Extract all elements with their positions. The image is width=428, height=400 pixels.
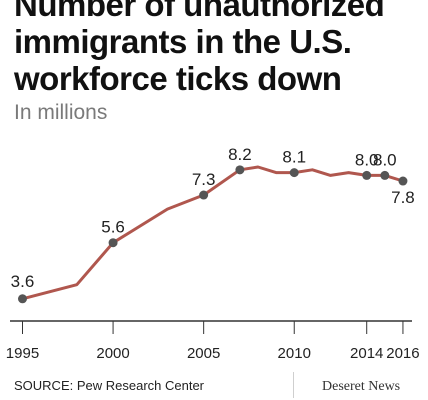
x-tick-label: 2005 — [187, 345, 220, 362]
data-point — [17, 294, 27, 304]
series-line — [21, 165, 405, 301]
x-tick-label: 2014 — [350, 345, 383, 362]
data-label: 7.8 — [391, 188, 415, 207]
data-label: 5.6 — [101, 218, 125, 237]
data-label: 7.3 — [192, 170, 216, 189]
source-note: SOURCE: Pew Research Center — [14, 378, 205, 393]
x-tick-label: 2010 — [278, 345, 311, 362]
x-tick-label: 1995 — [6, 345, 39, 362]
data-label: 8.0 — [373, 150, 397, 169]
data-point — [380, 170, 390, 180]
data-label: 8.0 — [355, 150, 379, 169]
x-tick-label: 2016 — [386, 345, 419, 362]
brand-logo: Deseret News — [322, 379, 401, 394]
footer-divider — [293, 372, 294, 398]
data-point — [362, 170, 372, 180]
chart-subtitle: In millions — [14, 101, 108, 124]
data-point — [108, 238, 118, 248]
line-chart: 1995 2000 2005 2010 2014 2016 3.6 5.6 7.3 8.2 8.1 8… — [6, 145, 420, 362]
data-label: 8.1 — [282, 148, 306, 167]
data-point — [199, 190, 209, 200]
data-label: 3.6 — [11, 272, 35, 291]
data-point — [235, 165, 245, 175]
data-point — [289, 168, 299, 178]
data-label: 8.2 — [228, 145, 252, 164]
x-tick-label: 2000 — [96, 345, 129, 362]
chart-title: Number of unauthorized immigrants in the… — [14, 0, 385, 97]
data-point — [398, 176, 408, 186]
